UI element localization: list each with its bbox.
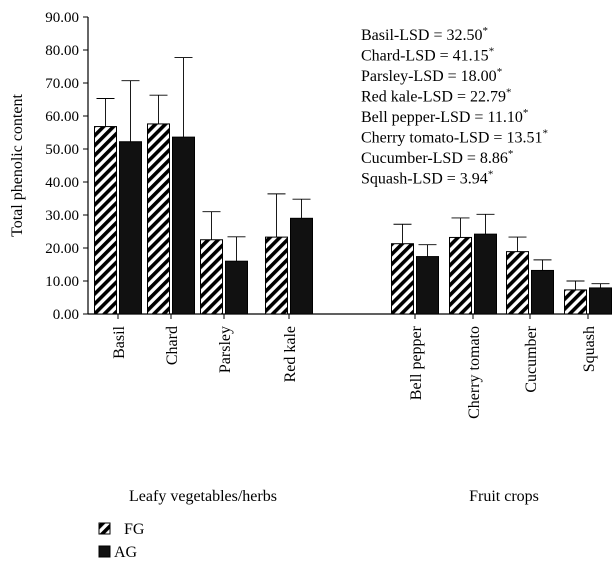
lsd-annotation: Bell pepper-LSD = 11.10* — [361, 107, 528, 126]
lsd-annotation: Red kale-LSD = 22.79* — [361, 87, 512, 106]
legend-swatch-fg — [98, 522, 111, 535]
bar-ag — [290, 217, 313, 315]
bar-ag — [225, 260, 248, 315]
y-tick-label: 0.00 — [53, 307, 79, 323]
bar-fg — [200, 239, 223, 315]
x-tick-label: Red kale — [282, 326, 299, 382]
plot-area: 0.00 10.00 20.00 30.00 40.00 50.00 60.00 70.00 8… — [9, 10, 612, 561]
bar-ag — [416, 256, 439, 315]
y-tick-label: 60.00 — [45, 109, 79, 125]
bar-fg — [506, 251, 529, 315]
legend-swatch-ag — [98, 545, 111, 558]
bar-fg — [94, 126, 117, 315]
bar-fg — [564, 289, 587, 315]
x-tick-label: Parsley — [217, 326, 234, 373]
lsd-annotation: Cherry tomato-LSD = 13.51* — [361, 128, 548, 147]
legend-label-ag: AG — [114, 544, 138, 561]
lsd-annotation: Chard-LSD = 41.15* — [361, 46, 494, 65]
lsd-annotation: Parsley-LSD = 18.00* — [361, 66, 502, 85]
bar-fg — [147, 123, 170, 315]
bar-fg — [449, 236, 472, 315]
x-tick-label: Squash — [581, 326, 598, 372]
lsd-annotation: Cucumber-LSD = 8.86* — [361, 148, 513, 167]
y-tick-label: 70.00 — [45, 76, 79, 92]
group-label: Fruit crops — [469, 488, 539, 505]
y-tick-label: 80.00 — [45, 43, 79, 59]
bar-fg — [265, 236, 288, 315]
y-tick-label: 10.00 — [45, 274, 79, 290]
x-tick-label: Chard — [164, 326, 181, 365]
bar-ag — [531, 269, 554, 315]
group-label: Leafy vegetables/herbs — [129, 488, 277, 505]
x-tick-label: Cherry tomato — [466, 326, 483, 419]
y-axis-title: Total phenolic content — [9, 94, 26, 237]
y-tick-label: 90.00 — [45, 10, 79, 26]
y-tick-label: 50.00 — [45, 142, 79, 158]
bar-ag — [119, 141, 142, 315]
x-tick-label: Cucumber — [523, 325, 540, 392]
bar-ag — [172, 136, 195, 315]
x-tick-label: Bell pepper — [408, 325, 425, 400]
bar-ag — [589, 287, 612, 315]
x-tick-label: Basil — [111, 325, 128, 358]
bar-fg — [391, 243, 414, 315]
bar-ag — [474, 233, 497, 315]
lsd-annotation: Basil-LSD = 32.50* — [361, 25, 488, 44]
y-tick-label: 30.00 — [45, 208, 79, 224]
legend-label-fg: FG — [124, 521, 145, 538]
y-tick-label: 40.00 — [45, 175, 79, 191]
y-tick-label: 20.00 — [45, 241, 79, 257]
lsd-annotation: Squash-LSD = 3.94* — [361, 169, 493, 188]
